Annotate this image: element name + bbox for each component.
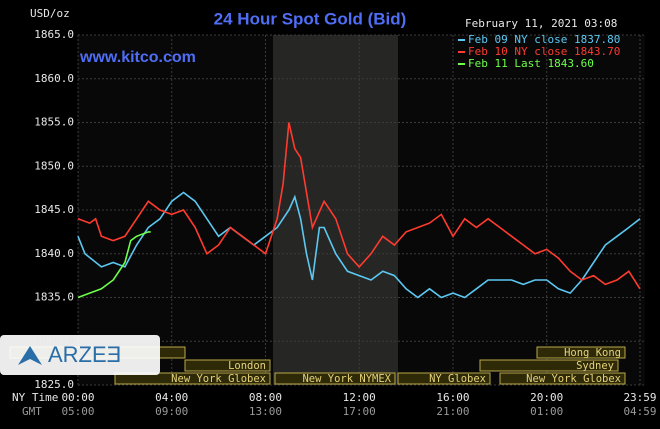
gmt-tick-label: 01:00 [530, 405, 563, 418]
chart-title: 24 Hour Spot Gold (Bid) [214, 9, 407, 28]
session-label: New York NYMEX [302, 373, 391, 385]
session-bar [397, 372, 491, 385]
watermark-icon [18, 346, 42, 365]
legend-entry: Feb 11 Last 1843.60 [468, 57, 594, 70]
y-tick-label: 1850.0 [34, 159, 74, 172]
session-label: New York Globex [526, 373, 621, 385]
gmt-tick-label: 05:00 [61, 405, 94, 418]
session-label: Sydney [576, 360, 614, 372]
y-tick-label: 1825.0 [34, 378, 74, 391]
session-bar [536, 346, 626, 359]
gmt-tick-label: 04:59 [623, 405, 656, 418]
gmt-tick-label: 17:00 [343, 405, 376, 418]
x-tick-label: 08:00 [249, 391, 282, 404]
y-tick-label: 1830.0 [34, 334, 74, 347]
series-line [77, 231, 151, 299]
site-label: www.kitco.com [79, 49, 196, 66]
session-bar [274, 372, 396, 385]
y-tick-label: 1855.0 [34, 116, 74, 129]
y-tick-label: 1835.0 [34, 291, 74, 304]
session-label: New York Globex [171, 373, 266, 385]
session-bar [479, 359, 619, 372]
session-bar [184, 359, 271, 372]
gmt-tick-label: 21:00 [436, 405, 469, 418]
x-tick-label: 00:00 [61, 391, 94, 404]
x-row-label: NY Time [12, 391, 58, 404]
session-label: London [228, 360, 266, 372]
timestamp: February 11, 2021 03:08 [465, 17, 617, 30]
series-line [77, 191, 641, 299]
session-label: NY Globex [429, 373, 486, 385]
gmt-tick-label: 09:00 [155, 405, 188, 418]
gmt-tick-label: 13:00 [249, 405, 282, 418]
legend-entry: Feb 10 NY close 1843.70 [468, 45, 620, 58]
legend-entry: Feb 09 NY close 1837.80 [468, 33, 620, 46]
watermark: ARZEƎ [48, 342, 121, 367]
series-line [77, 122, 641, 290]
session-label: Hong Kong [564, 347, 621, 359]
session-bar [499, 372, 626, 385]
x-tick-label: 04:00 [155, 391, 188, 404]
x-tick-label: 16:00 [436, 391, 469, 404]
y-tick-label: 1840.0 [34, 247, 74, 260]
x-tick-label: 23:59 [623, 391, 656, 404]
y-tick-label: 1860.0 [34, 72, 74, 85]
y-tick-label: 1865.0 [34, 28, 74, 41]
x-row-label: GMT [22, 405, 42, 418]
watermark-box [0, 335, 160, 375]
x-tick-label: 12:00 [343, 391, 376, 404]
session-bar [114, 372, 271, 385]
y-tick-label: 1845.0 [34, 203, 74, 216]
x-tick-label: 20:00 [530, 391, 563, 404]
unit-label: USD/oz [30, 7, 70, 20]
